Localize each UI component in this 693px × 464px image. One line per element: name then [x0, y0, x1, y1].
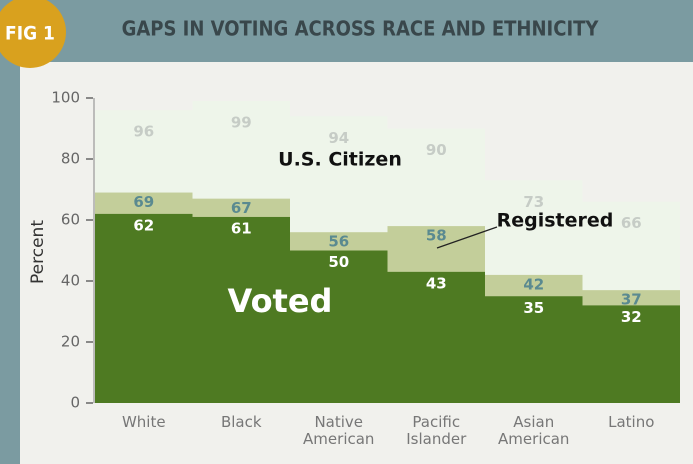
data-label: 58: [426, 227, 447, 245]
data-label: 67: [231, 199, 252, 217]
data-label: 43: [426, 274, 447, 292]
chart-title: GAPS IN VOTING ACROSS RACE AND ETHNICITY: [122, 17, 600, 41]
data-label: 66: [621, 214, 642, 232]
bar: [95, 213, 193, 403]
y-tick-label: 60: [61, 211, 80, 229]
data-label: 94: [328, 129, 349, 147]
x-tick-label: Native American: [303, 413, 375, 448]
y-tick-label: 100: [51, 89, 80, 107]
x-tick-label: Pacific Islander: [406, 413, 467, 448]
annotation: U.S. Citizen: [278, 149, 402, 171]
y-tick-label: 40: [61, 272, 80, 290]
data-label: 56: [328, 233, 349, 251]
x-tick-label: White: [121, 413, 166, 431]
leader-line: [436, 226, 498, 249]
y-tick-label: 80: [61, 150, 80, 168]
bar: [485, 296, 583, 403]
data-label: 32: [621, 308, 642, 326]
y-tick-label: 0: [70, 394, 80, 412]
x-tick-label: Asian American: [498, 413, 570, 448]
data-label: 37: [621, 291, 642, 309]
bar: [582, 305, 680, 403]
annotation: Voted: [228, 282, 333, 320]
annotation: Registered: [497, 210, 614, 232]
data-label: 62: [133, 216, 154, 234]
bar: [290, 250, 388, 403]
data-label: 35: [523, 299, 544, 317]
data-label: 50: [328, 253, 349, 271]
data-label: 42: [523, 275, 544, 293]
bar: [387, 271, 485, 403]
data-label: 99: [231, 114, 252, 132]
y-axis-label: Percent: [28, 220, 48, 284]
data-label: 96: [133, 123, 154, 141]
y-tick-label: 20: [61, 333, 80, 351]
data-label: 90: [426, 141, 447, 159]
data-label: 73: [523, 193, 544, 211]
fig-label: FIG 1: [5, 23, 55, 45]
fig-badge: [0, 0, 66, 68]
data-label: 61: [231, 219, 252, 237]
bar: [192, 216, 290, 403]
x-tick-label: Black: [220, 413, 262, 431]
data-label: 69: [133, 193, 154, 211]
x-tick-label: Latino: [608, 413, 655, 431]
